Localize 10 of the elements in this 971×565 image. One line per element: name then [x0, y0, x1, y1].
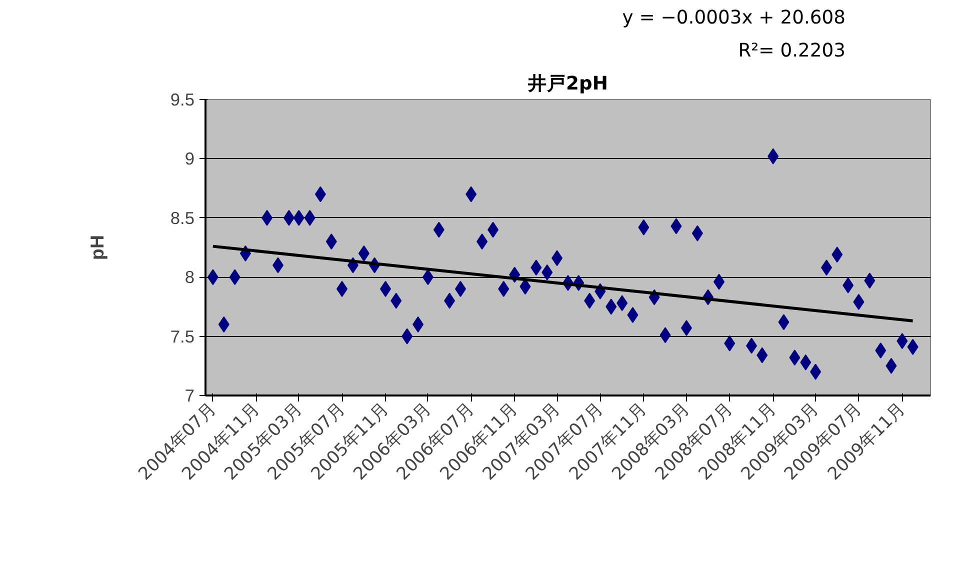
y-tick-label: 8: [184, 267, 195, 288]
text: R²= 0.2203: [738, 40, 846, 62]
y-tick-label: 9: [184, 148, 195, 169]
y-tick-label: 7: [184, 386, 195, 406]
y-tick-label: 9.5: [170, 90, 195, 110]
y-axis-title: pH: [86, 235, 108, 260]
y-tick-label: 8.5: [170, 208, 195, 228]
y-tick-label: 7.5: [170, 326, 195, 346]
text: y = −0.0003x + 20.608: [622, 8, 846, 28]
chart-title: 井戸2pH: [527, 72, 608, 94]
